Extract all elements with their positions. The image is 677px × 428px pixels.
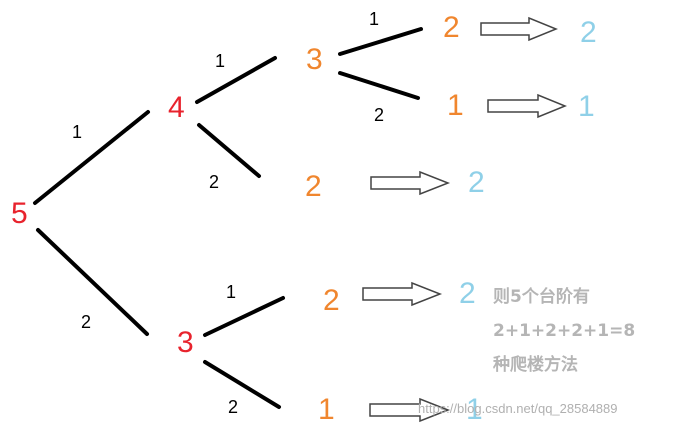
edge-label-4-3: 1 — [215, 51, 226, 71]
leaf-2-top: 2 — [443, 11, 460, 44]
edge-label-5-4: 1 — [72, 122, 83, 142]
leaf-1-top: 1 — [447, 89, 464, 122]
result-1-fifth: 1 — [466, 393, 483, 426]
result-1-second: 1 — [578, 90, 595, 123]
leaf-1-bottom: 1 — [318, 393, 335, 426]
edge-3a-to-1 — [338, 71, 420, 100]
node-4: 4 — [168, 91, 185, 124]
leaf-2-lower: 2 — [323, 284, 340, 317]
edge-5-to-3 — [36, 228, 149, 336]
edge-4-to-2 — [197, 123, 261, 178]
result-2-fourth: 2 — [459, 277, 476, 310]
node-3-lower: 3 — [177, 326, 194, 359]
edge-label-5-3: 2 — [81, 312, 92, 332]
arrow-icon — [370, 170, 451, 196]
result-2-third: 2 — [468, 166, 485, 199]
edge-label-4-2: 2 — [209, 172, 220, 192]
arrow-icon — [487, 93, 567, 119]
edge-3b-to-1 — [203, 360, 281, 409]
arrow-icon — [369, 397, 451, 423]
result-2-first: 2 — [580, 16, 597, 49]
watermark: https://blog.csdn.net/qq_28584889 — [418, 401, 618, 416]
node-root-5: 5 — [11, 197, 28, 230]
summary-line-2: 2+1+2+2+1=8 — [493, 321, 636, 341]
edge-label-3a-2: 1 — [369, 9, 380, 29]
arrow-icon — [480, 16, 558, 42]
edge-4-to-3 — [195, 56, 277, 104]
summary-line-1: 则5个台阶有 — [493, 287, 590, 307]
edge-label-3b-1: 2 — [228, 397, 239, 417]
edge-3a-to-2 — [338, 27, 423, 56]
edge-label-3b-2: 1 — [226, 282, 237, 302]
edge-label-3a-1: 2 — [374, 105, 385, 125]
leaf-2-middle: 2 — [305, 170, 322, 203]
edge-3b-to-2 — [203, 296, 285, 337]
arrow-icon — [362, 281, 443, 307]
summary-line-3: 种爬楼方法 — [493, 355, 578, 375]
node-3-upper: 3 — [306, 43, 323, 76]
edge-5-to-4 — [33, 110, 150, 205]
